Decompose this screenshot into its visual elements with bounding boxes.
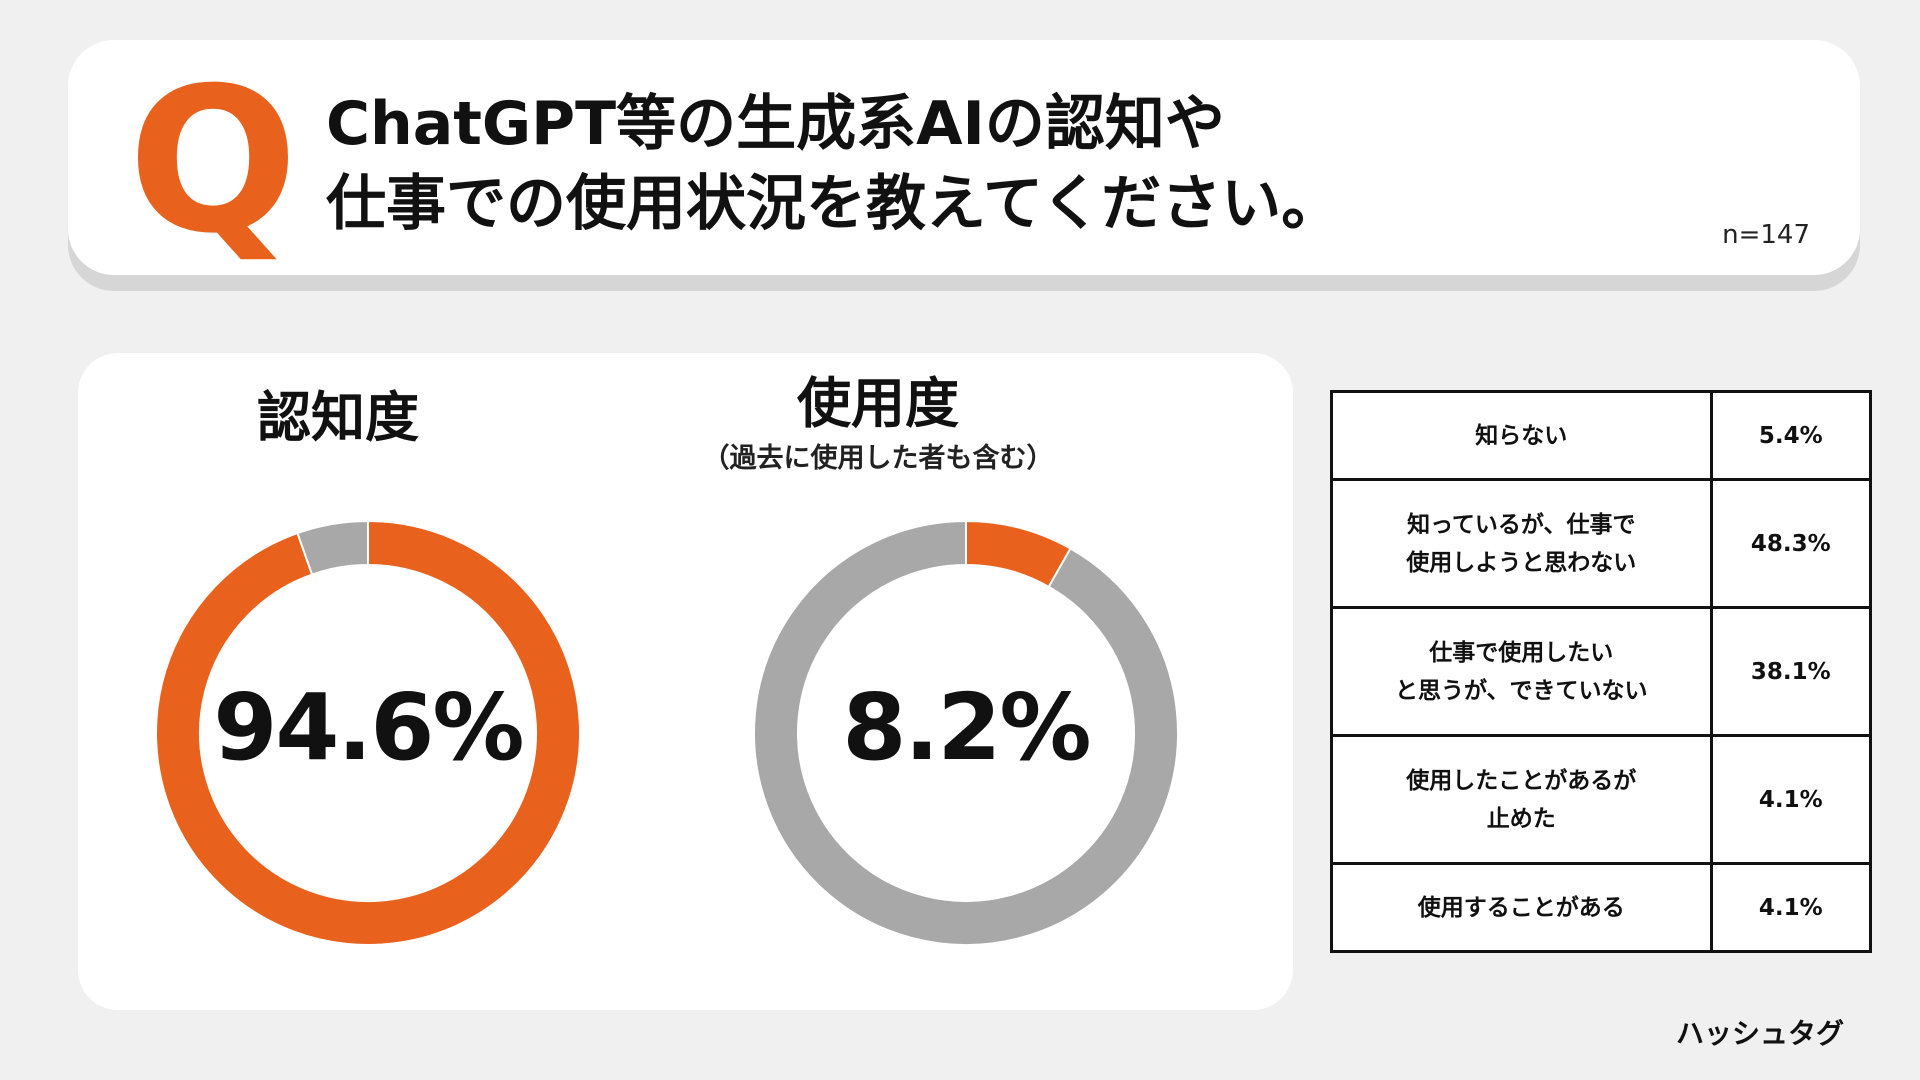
question-title: ChatGPT等の生成系AIの認知や 仕事での使用状況を教えてください。 (326, 89, 1342, 239)
table-row: 知っているが、仕事で 使用しようと思わない 48.3% (1330, 478, 1873, 609)
table-cell-value: 48.3% (1709, 478, 1873, 609)
table-row: 使用することがある 4.1% (1330, 862, 1873, 953)
chart-card: 認知度 94.6% 使用度 （過去に使用した者も含む） 8.2% (78, 353, 1293, 1010)
usage-slice-1 (753, 519, 1179, 946)
awareness-center-value: 94.6% (213, 674, 524, 781)
table-cell-value: 5.4% (1709, 390, 1873, 481)
awareness-donut (155, 519, 581, 946)
table-cell-label: 知らない (1330, 390, 1713, 481)
table-row: 仕事で使用したい と思うが、できていない 38.1% (1330, 606, 1873, 737)
awareness-title: 認知度 (257, 386, 419, 449)
table-cell-value: 4.1% (1709, 734, 1873, 865)
table-cell-label: 使用したことがあるが 止めた (1330, 734, 1713, 865)
sample-size: n=147 (1722, 220, 1810, 250)
table-cell-label: 使用することがある (1330, 862, 1713, 953)
usage-title: 使用度 (797, 372, 959, 435)
q-letter: Q (128, 45, 299, 278)
question-card: Q ChatGPT等の生成系AIの認知や 仕事での使用状況を教えてください。 n… (68, 40, 1860, 275)
usage-subtitle: （過去に使用した者も含む） (702, 443, 1054, 474)
usage-center-value: 8.2% (842, 674, 1091, 781)
table-cell-value: 4.1% (1709, 862, 1873, 953)
brand-logo-text: ハッシュタグ (1675, 1017, 1844, 1050)
table-cell-value: 38.1% (1709, 606, 1873, 737)
table-cell-label: 仕事で使用したい と思うが、できていない (1330, 606, 1713, 737)
awareness-slice-1 (296, 519, 369, 576)
usage-donut (753, 519, 1179, 946)
awareness-slice-0 (155, 519, 581, 946)
table-row: 使用したことがあるが 止めた 4.1% (1330, 734, 1873, 865)
breakdown-table: 知らない 5.4% 知っているが、仕事で 使用しようと思わない 48.3% 仕事で使用し… (1330, 390, 1873, 953)
table-cell-label: 知っているが、仕事で 使用しようと思わない (1330, 478, 1713, 609)
table-row: 知らない 5.4% (1330, 390, 1873, 481)
